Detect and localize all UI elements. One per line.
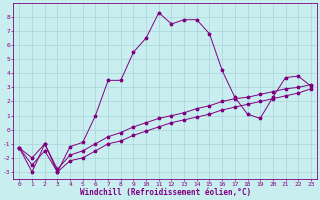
X-axis label: Windchill (Refroidissement éolien,°C): Windchill (Refroidissement éolien,°C) [80, 188, 251, 197]
